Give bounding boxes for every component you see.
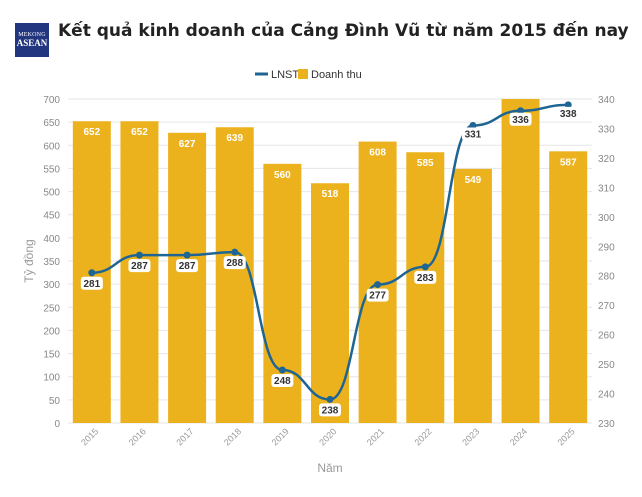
lnst-label: 283 bbox=[417, 273, 434, 284]
lnst-label: 287 bbox=[131, 261, 148, 272]
lnst-point-2017 bbox=[183, 251, 191, 259]
x-tick: 2015 bbox=[79, 426, 100, 447]
lnst-label-bg bbox=[176, 259, 199, 273]
y-left-tick: 50 bbox=[49, 396, 61, 407]
lnst-point-2020 bbox=[326, 395, 334, 403]
bar-2018 bbox=[215, 127, 254, 423]
y-left-tick: 700 bbox=[43, 95, 60, 106]
lnst-label: 288 bbox=[226, 258, 243, 269]
y-left-tick: 350 bbox=[43, 257, 60, 268]
y-left-tick: 450 bbox=[43, 211, 60, 222]
lnst-label-bg bbox=[557, 106, 580, 120]
x-tick: 2024 bbox=[508, 426, 529, 447]
y-right-tick: 230 bbox=[598, 419, 615, 430]
y-right-tick: 270 bbox=[598, 301, 615, 312]
y-right-tick: 340 bbox=[598, 95, 615, 106]
lnst-label: 338 bbox=[560, 109, 577, 120]
x-tick: 2023 bbox=[460, 426, 481, 447]
lnst-label-bg bbox=[271, 373, 294, 387]
lnst-point-2022 bbox=[421, 263, 429, 271]
lnst-point-2021 bbox=[374, 281, 382, 289]
y-axis-label: Tỷ đồng bbox=[22, 239, 36, 282]
lnst-label-bg bbox=[461, 127, 484, 141]
x-tick: 2021 bbox=[365, 426, 386, 447]
y-left-tick: 600 bbox=[43, 141, 60, 152]
bar-label: 560 bbox=[274, 170, 291, 181]
bar-2024 bbox=[501, 99, 540, 423]
bar-2023 bbox=[453, 168, 492, 423]
x-tick: 2020 bbox=[317, 426, 338, 447]
bar-label: 639 bbox=[226, 133, 243, 144]
lnst-point-2025 bbox=[564, 101, 572, 109]
y-left-tick: 200 bbox=[43, 326, 60, 337]
bar-2022 bbox=[406, 152, 445, 423]
lnst-label: 248 bbox=[274, 376, 291, 387]
lnst-point-2024 bbox=[517, 107, 525, 115]
mekong-asean-logo: MEKONG ASEAN bbox=[15, 23, 49, 57]
y-left-tick: 650 bbox=[43, 118, 60, 129]
lnst-label: 238 bbox=[322, 405, 339, 416]
y-left-tick: 150 bbox=[43, 350, 60, 361]
y-right-tick: 310 bbox=[598, 183, 615, 194]
lnst-label: 281 bbox=[83, 279, 100, 290]
lnst-label: 336 bbox=[512, 115, 529, 126]
y-left-tick: 550 bbox=[43, 164, 60, 175]
lnst-point-2018 bbox=[231, 248, 239, 256]
bar-label: 652 bbox=[131, 127, 148, 138]
y-right-tick: 240 bbox=[598, 390, 615, 401]
lnst-label-bg bbox=[509, 112, 532, 126]
y-left-tick: 0 bbox=[54, 419, 60, 430]
x-tick: 2019 bbox=[270, 426, 291, 447]
y-right-tick: 260 bbox=[598, 331, 615, 342]
lnst-label-bg bbox=[366, 288, 389, 302]
x-tick: 2018 bbox=[222, 426, 243, 447]
legend-doanhthu: Doanh thu bbox=[311, 69, 362, 81]
bar-label: 549 bbox=[465, 175, 482, 186]
y-left-tick: 100 bbox=[43, 373, 60, 384]
lnst-label-bg bbox=[319, 403, 341, 417]
x-tick: 2022 bbox=[413, 426, 434, 447]
y-right-tick: 320 bbox=[598, 154, 615, 165]
bar-label: 585 bbox=[417, 158, 434, 169]
y-left-tick: 500 bbox=[43, 188, 60, 199]
y-right-tick: 250 bbox=[598, 360, 615, 371]
y-left-tick: 250 bbox=[43, 303, 60, 314]
lnst-point-2016 bbox=[135, 251, 143, 259]
y-right-tick: 290 bbox=[598, 242, 615, 253]
y-left-tick: 300 bbox=[43, 280, 60, 291]
lnst-point-2023 bbox=[469, 122, 477, 130]
legend-lnst: LNST bbox=[271, 69, 299, 81]
y-right-tick: 300 bbox=[598, 213, 615, 224]
bar-label: 518 bbox=[322, 189, 339, 200]
lnst-point-2015 bbox=[88, 269, 96, 277]
lnst-label: 277 bbox=[369, 291, 386, 302]
bar-label: 587 bbox=[560, 157, 577, 168]
lnst-point-2019 bbox=[278, 366, 286, 374]
lnst-label: 287 bbox=[179, 261, 196, 272]
y-left-tick: 400 bbox=[43, 234, 60, 245]
lnst-label-bg bbox=[80, 276, 103, 290]
legend-doanhthu-icon bbox=[298, 69, 308, 79]
bar-label: 627 bbox=[179, 139, 196, 150]
x-tick: 2025 bbox=[555, 426, 576, 447]
x-tick: 2017 bbox=[174, 426, 195, 447]
bar-2025 bbox=[549, 151, 588, 423]
bar-label: 608 bbox=[369, 148, 386, 159]
bar-2017 bbox=[168, 132, 207, 423]
y-right-tick: 330 bbox=[598, 124, 615, 135]
lnst-label-bg bbox=[128, 259, 151, 273]
y-right-tick: 280 bbox=[598, 272, 615, 283]
lnst-label-bg bbox=[223, 256, 246, 270]
lnst-label: 331 bbox=[465, 130, 482, 141]
x-tick: 2016 bbox=[127, 426, 148, 447]
chart-title: Kết quả kinh doanh của Cảng Đình Vũ từ n… bbox=[58, 21, 629, 41]
x-axis-label: Năm bbox=[317, 461, 342, 475]
lnst-label-bg bbox=[414, 270, 437, 284]
bar-label: 652 bbox=[83, 127, 100, 138]
